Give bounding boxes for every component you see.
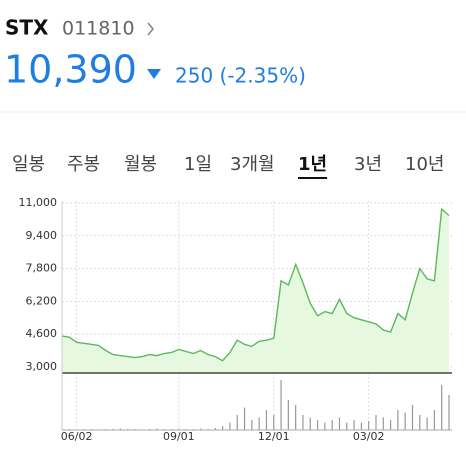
y-tick-label: 11,000 [19,196,58,209]
volume-bar [382,417,384,430]
volume-bar [287,400,289,430]
volume-bar [368,421,370,430]
volume-bar [295,405,297,430]
volume-bar [324,422,326,430]
tab[interactable]: 10년 [405,154,444,175]
volume-bar [353,420,355,430]
volume-bar [178,428,180,430]
down-arrow [147,69,161,79]
volume-bar [404,412,406,430]
volume-bar [302,415,304,430]
y-tick-label: 6,200 [26,294,58,307]
volume-bar [419,415,421,430]
price-change: 250 (-2.35%) [175,64,306,88]
x-tick-label: 09/01 [163,430,195,443]
volume-bar [433,410,435,430]
volume-bar [156,428,158,430]
volume-bar [309,417,311,430]
y-tick-label: 7,800 [26,262,58,275]
volume-bar [448,395,450,430]
volume-bar [397,410,399,430]
volume-bar [236,415,238,430]
volume-bar [280,380,282,430]
volume-bar [411,405,414,430]
volume-bar [389,420,392,430]
volume-bar [251,420,253,430]
volume-bar [375,415,377,430]
volume-bar [243,407,246,430]
tab[interactable]: 3년 [354,154,382,175]
y-tick-label: 9,400 [26,229,58,242]
price-line [61,207,450,362]
volume-bar [119,428,122,430]
tab[interactable]: 1일 [184,154,212,175]
tab[interactable]: 주봉 [67,154,100,175]
volume-bar [214,428,216,430]
y-tick-label: 3,000 [26,360,58,373]
volume-bar [258,417,260,430]
tab[interactable]: 3개월 [230,154,275,175]
tab[interactable]: 일봉 [12,154,45,175]
volume-bar [222,426,224,430]
volume-bar [331,420,333,430]
price: 10,390 [4,48,137,92]
stock-code[interactable]: 011810 [62,18,135,40]
tab[interactable]: 1년 [298,154,327,175]
volume-bar [360,422,362,430]
volume-bar [426,417,428,430]
x-tick-label: 06/02 [61,430,93,443]
volume-bar [346,422,348,430]
x-tick-label: 03/02 [353,430,385,443]
volume-bar [316,420,319,430]
volume-bar [273,415,275,430]
chevron[interactable] [147,22,155,36]
area-fill [62,209,449,373]
volume-bar [265,410,268,430]
volume-bar [338,417,341,430]
y-tick-label: 4,600 [26,327,58,340]
volume-bar [200,428,202,430]
stock-name: STX [5,16,49,40]
x-tick-label: 12/01 [258,430,290,443]
volume-bar [229,422,231,430]
tab[interactable]: 월봉 [124,154,157,175]
volume-bar [441,385,443,430]
